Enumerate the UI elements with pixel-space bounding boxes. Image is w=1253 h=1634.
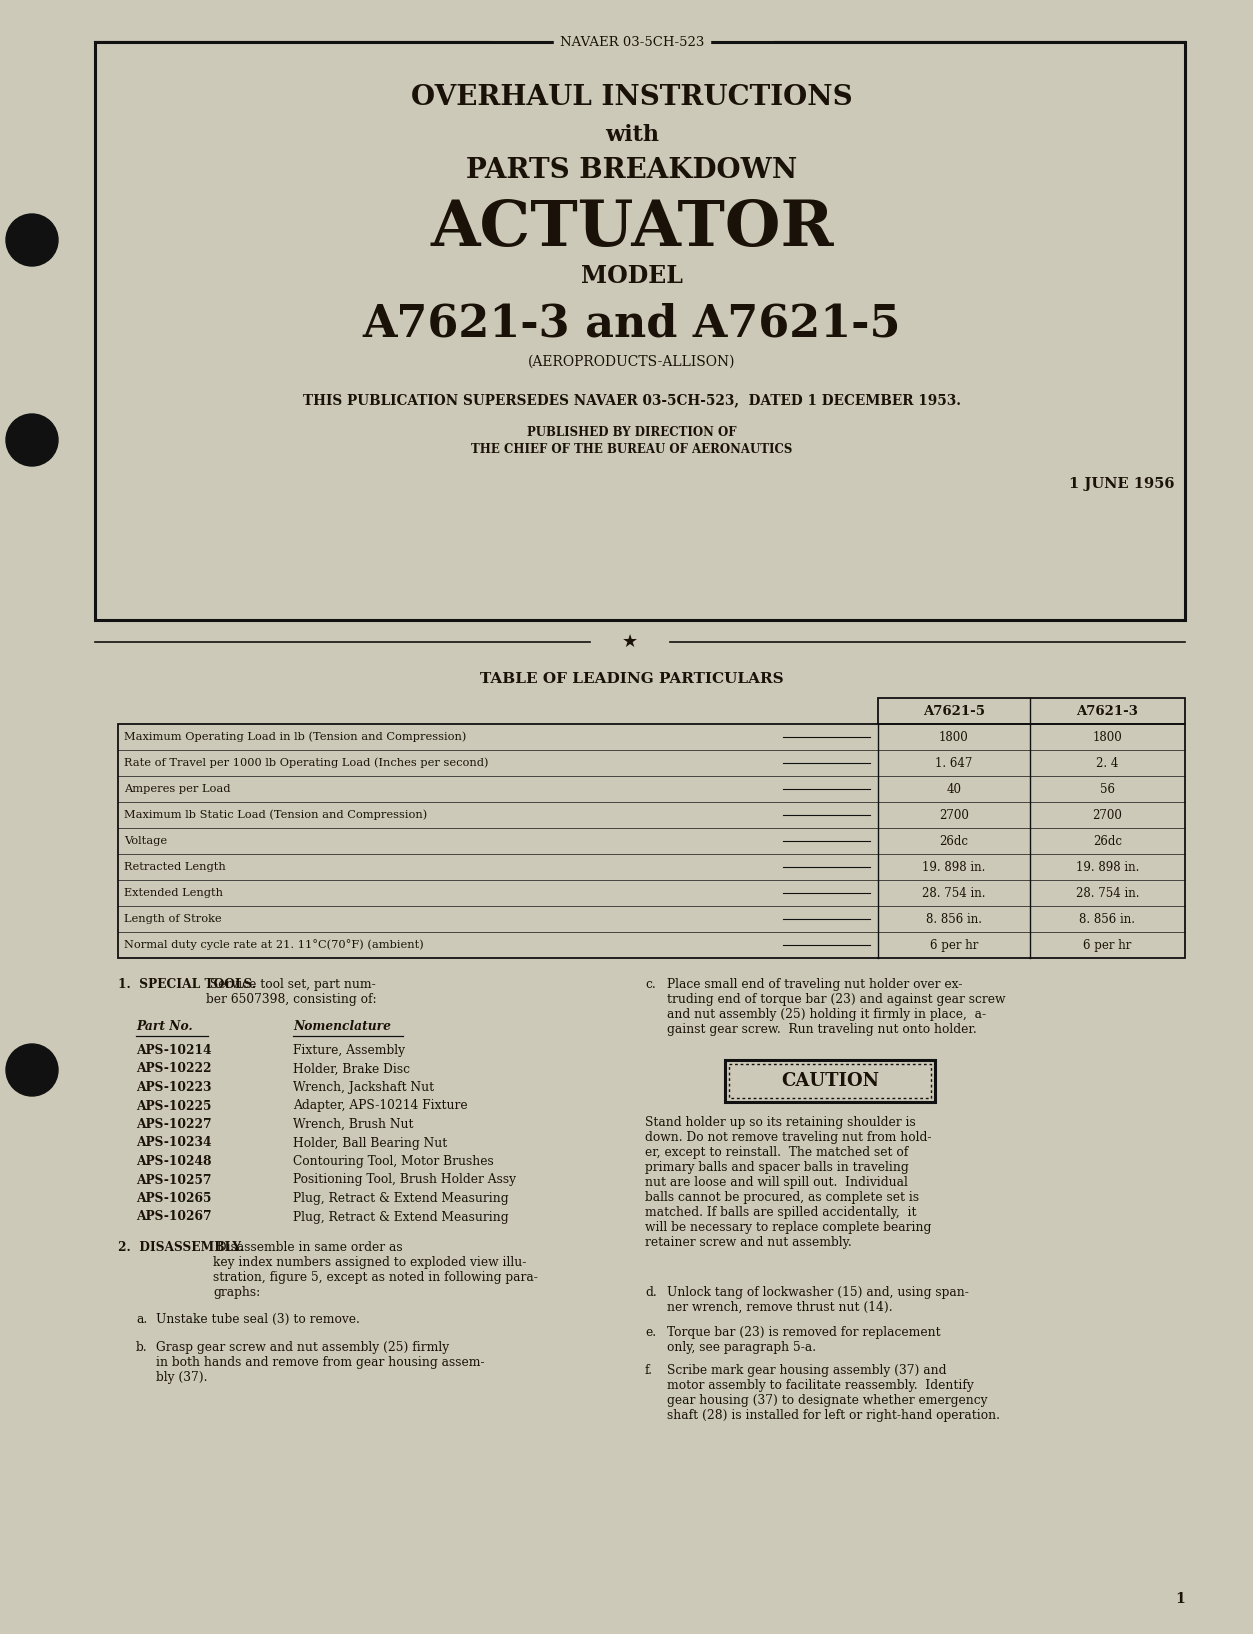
Text: Stand holder up so its retaining shoulder is
down. Do not remove traveling nut f: Stand holder up so its retaining shoulde… <box>645 1116 931 1248</box>
Text: Wrench, Jackshaft Nut: Wrench, Jackshaft Nut <box>293 1082 434 1095</box>
Text: PUBLISHED BY DIRECTION OF: PUBLISHED BY DIRECTION OF <box>528 425 737 438</box>
Text: Extended Length: Extended Length <box>124 887 223 899</box>
Text: Fixture, Assembly: Fixture, Assembly <box>293 1044 405 1057</box>
Text: (AEROPRODUCTS-ALLISON): (AEROPRODUCTS-ALLISON) <box>529 355 736 369</box>
Text: Unstake tube seal (3) to remove.: Unstake tube seal (3) to remove. <box>157 1314 360 1327</box>
Text: 2. 4: 2. 4 <box>1096 757 1119 770</box>
Text: 19. 898 in.: 19. 898 in. <box>922 861 986 874</box>
Text: APS-10267: APS-10267 <box>137 1211 212 1224</box>
Text: 1.  SPECIAL TOOLS.: 1. SPECIAL TOOLS. <box>118 979 256 990</box>
Circle shape <box>6 214 58 266</box>
Text: APS-10234: APS-10234 <box>137 1137 212 1149</box>
Text: APS-10227: APS-10227 <box>137 1118 212 1131</box>
Text: Maximum Operating Load in lb (Tension and Compression): Maximum Operating Load in lb (Tension an… <box>124 732 466 742</box>
Text: NAVAER 03-5CH-523: NAVAER 03-5CH-523 <box>560 36 704 49</box>
Text: 28. 754 in.: 28. 754 in. <box>922 887 986 899</box>
Text: with: with <box>605 124 659 145</box>
Text: Contouring Tool, Motor Brushes: Contouring Tool, Motor Brushes <box>293 1155 494 1168</box>
Text: 1. 647: 1. 647 <box>935 757 972 770</box>
Text: APS-10225: APS-10225 <box>137 1100 212 1113</box>
Text: A7621-3 and A7621-5: A7621-3 and A7621-5 <box>363 302 901 345</box>
Bar <box>725 1060 935 1101</box>
Text: Disassemble in same order as
key index numbers assigned to exploded view illu-
s: Disassemble in same order as key index n… <box>213 1240 538 1299</box>
Text: 1: 1 <box>1175 1592 1185 1606</box>
Text: Positioning Tool, Brush Holder Assy: Positioning Tool, Brush Holder Assy <box>293 1173 516 1186</box>
Text: Normal duty cycle rate at 21. 11°C(70°F) (ambient): Normal duty cycle rate at 21. 11°C(70°F)… <box>124 940 424 951</box>
Text: Part No.: Part No. <box>137 1020 193 1033</box>
Text: 2700: 2700 <box>938 809 969 822</box>
Text: Holder, Ball Bearing Nut: Holder, Ball Bearing Nut <box>293 1137 447 1149</box>
Text: Adapter, APS-10214 Fixture: Adapter, APS-10214 Fixture <box>293 1100 467 1113</box>
Bar <box>95 42 1185 619</box>
Text: e.: e. <box>645 1327 657 1338</box>
Text: 40: 40 <box>946 783 961 796</box>
Bar <box>729 1064 931 1098</box>
Text: Scribe mark gear housing assembly (37) and
motor assembly to facilitate reassemb: Scribe mark gear housing assembly (37) a… <box>667 1364 1000 1422</box>
Text: 26dc: 26dc <box>1093 835 1121 848</box>
Text: 1 JUNE 1956: 1 JUNE 1956 <box>1070 477 1175 490</box>
Circle shape <box>6 413 58 466</box>
Text: THE CHIEF OF THE BUREAU OF AERONAUTICS: THE CHIEF OF THE BUREAU OF AERONAUTICS <box>471 443 793 456</box>
Text: APS-10214: APS-10214 <box>137 1044 212 1057</box>
Text: Plug, Retract & Extend Measuring: Plug, Retract & Extend Measuring <box>293 1191 509 1204</box>
Text: ★: ★ <box>621 632 638 650</box>
Text: A7621-5: A7621-5 <box>923 704 985 717</box>
Text: A7621-3: A7621-3 <box>1076 704 1139 717</box>
Text: CAUTION: CAUTION <box>781 1072 880 1090</box>
Text: 1800: 1800 <box>940 730 969 743</box>
Text: APS-10223: APS-10223 <box>137 1082 212 1095</box>
Text: 56: 56 <box>1100 783 1115 796</box>
Text: Holder, Brake Disc: Holder, Brake Disc <box>293 1062 410 1075</box>
Text: Service tool set, part num-
ber 6507398, consisting of:: Service tool set, part num- ber 6507398,… <box>205 979 377 1007</box>
Text: a.: a. <box>137 1314 148 1327</box>
Text: OVERHAUL INSTRUCTIONS: OVERHAUL INSTRUCTIONS <box>411 83 853 111</box>
Text: d.: d. <box>645 1286 657 1299</box>
Text: MODEL: MODEL <box>581 265 683 288</box>
Text: 26dc: 26dc <box>940 835 969 848</box>
Text: Wrench, Brush Nut: Wrench, Brush Nut <box>293 1118 413 1131</box>
Text: 6 per hr: 6 per hr <box>930 938 979 951</box>
Text: APS-10257: APS-10257 <box>137 1173 212 1186</box>
Text: 8. 856 in.: 8. 856 in. <box>926 912 982 925</box>
Text: c.: c. <box>645 979 655 990</box>
Text: 28. 754 in.: 28. 754 in. <box>1076 887 1139 899</box>
Text: Unlock tang of lockwasher (15) and, using span-
ner wrench, remove thrust nut (1: Unlock tang of lockwasher (15) and, usin… <box>667 1286 969 1314</box>
Text: b.: b. <box>137 1342 148 1355</box>
Text: ACTUATOR: ACTUATOR <box>430 198 833 258</box>
Text: TABLE OF LEADING PARTICULARS: TABLE OF LEADING PARTICULARS <box>480 672 784 686</box>
Text: Retracted Length: Retracted Length <box>124 863 226 873</box>
Text: 8. 856 in.: 8. 856 in. <box>1080 912 1135 925</box>
Text: Plug, Retract & Extend Measuring: Plug, Retract & Extend Measuring <box>293 1211 509 1224</box>
Text: Length of Stroke: Length of Stroke <box>124 913 222 923</box>
Text: Amperes per Load: Amperes per Load <box>124 784 231 794</box>
Text: 19. 898 in.: 19. 898 in. <box>1076 861 1139 874</box>
Text: PARTS BREAKDOWN: PARTS BREAKDOWN <box>466 157 798 183</box>
Circle shape <box>6 1044 58 1096</box>
Text: 2.  DISASSEMBLY.: 2. DISASSEMBLY. <box>118 1240 244 1253</box>
Text: APS-10248: APS-10248 <box>137 1155 212 1168</box>
Text: f.: f. <box>645 1364 653 1377</box>
Text: 1800: 1800 <box>1093 730 1123 743</box>
Text: Voltage: Voltage <box>124 837 167 846</box>
Bar <box>878 698 1185 724</box>
Text: THIS PUBLICATION SUPERSEDES NAVAER 03-5CH-523,  DATED 1 DECEMBER 1953.: THIS PUBLICATION SUPERSEDES NAVAER 03-5C… <box>303 394 961 407</box>
Text: 6 per hr: 6 per hr <box>1084 938 1131 951</box>
Text: Place small end of traveling nut holder over ex-
truding end of torque bar (23) : Place small end of traveling nut holder … <box>667 979 1005 1036</box>
Bar <box>118 724 1185 958</box>
Text: 2700: 2700 <box>1093 809 1123 822</box>
Text: Grasp gear screw and nut assembly (25) firmly
in both hands and remove from gear: Grasp gear screw and nut assembly (25) f… <box>157 1342 485 1384</box>
Text: APS-10265: APS-10265 <box>137 1191 212 1204</box>
Text: Torque bar (23) is removed for replacement
only, see paragraph 5-a.: Torque bar (23) is removed for replaceme… <box>667 1327 941 1355</box>
Text: Maximum lb Static Load (Tension and Compression): Maximum lb Static Load (Tension and Comp… <box>124 810 427 820</box>
Text: Nomenclature: Nomenclature <box>293 1020 391 1033</box>
Text: Rate of Travel per 1000 lb Operating Load (Inches per second): Rate of Travel per 1000 lb Operating Loa… <box>124 758 489 768</box>
Text: APS-10222: APS-10222 <box>137 1062 212 1075</box>
